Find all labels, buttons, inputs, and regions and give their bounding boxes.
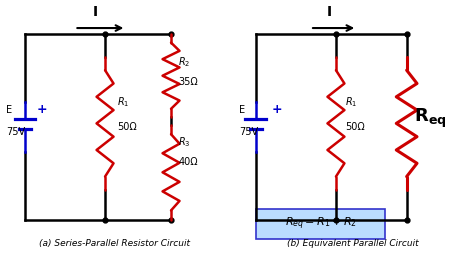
- Text: $R_3$: $R_3$: [178, 135, 191, 149]
- Text: +: +: [36, 103, 47, 116]
- Text: E: E: [239, 105, 246, 115]
- Text: I: I: [93, 5, 98, 19]
- Text: I: I: [326, 5, 331, 19]
- Text: $R_{eq}=R_1+R_2$: $R_{eq}=R_1+R_2$: [285, 216, 356, 232]
- Text: (b) Equivalent Parallel Circuit: (b) Equivalent Parallel Circuit: [287, 239, 418, 248]
- Text: $R_1$: $R_1$: [346, 95, 358, 109]
- Text: 50Ω: 50Ω: [117, 122, 137, 132]
- Text: $R_1$: $R_1$: [117, 95, 129, 109]
- Text: $\mathbf{R_{eq}}$: $\mathbf{R_{eq}}$: [414, 107, 447, 130]
- Text: 35Ω: 35Ω: [178, 77, 198, 87]
- Text: $R_2$: $R_2$: [178, 55, 191, 69]
- FancyBboxPatch shape: [256, 209, 385, 239]
- Text: (a) Series-Parallel Resistor Circuit: (a) Series-Parallel Resistor Circuit: [39, 239, 190, 248]
- Text: E: E: [6, 105, 12, 115]
- Text: 40Ω: 40Ω: [178, 157, 198, 167]
- Text: +: +: [272, 103, 283, 116]
- Text: 50Ω: 50Ω: [346, 122, 365, 132]
- Text: 75V: 75V: [239, 127, 258, 137]
- Text: 75V: 75V: [6, 127, 25, 137]
